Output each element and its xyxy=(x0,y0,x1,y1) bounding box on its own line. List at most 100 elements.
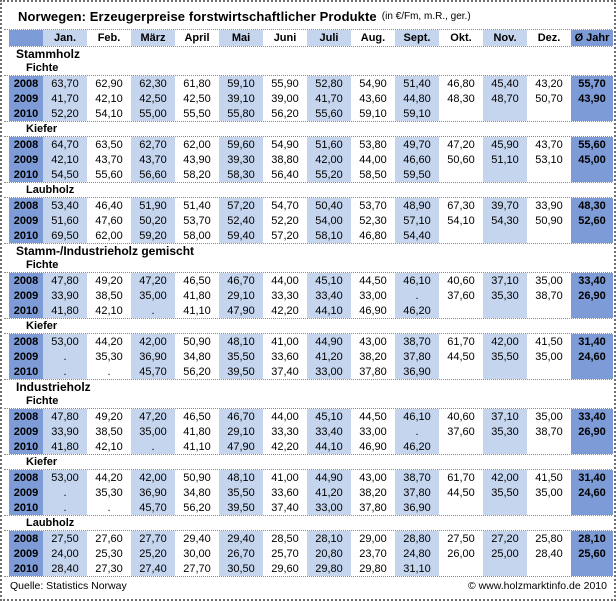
price-cell: 58,30 xyxy=(219,167,263,182)
table-row: 2010 28,40 27,30 27,40 27,70 30,50 29,60 29,80 2… xyxy=(9,561,613,576)
species-label: Kiefer xyxy=(26,320,58,332)
price-cell: 50,60 xyxy=(439,152,483,167)
price-cell: 53,00 xyxy=(43,334,87,349)
price-cell: 41,50 xyxy=(527,470,571,485)
price-cell xyxy=(439,500,483,515)
price-cell: 41,10 xyxy=(175,439,219,454)
price-cell: 43,70 xyxy=(87,152,131,167)
year-cell: 2008 xyxy=(9,409,43,424)
month-column-header: Mai xyxy=(219,30,263,46)
price-cell: 44,00 xyxy=(263,273,307,288)
data-rows-block: 2008 53,00 44,20 42,00 50,90 48,10 41,00 44,90 4… xyxy=(4,469,613,516)
data-rows-block: 2008 53,00 44,20 42,00 50,90 48,10 41,00 44,90 4… xyxy=(4,333,613,380)
price-cell xyxy=(483,167,527,182)
month-column-header: Dez. xyxy=(527,30,571,46)
price-cell xyxy=(483,561,527,576)
avg-cell: 55,60 xyxy=(571,137,613,152)
price-cell: 46,90 xyxy=(351,439,395,454)
price-cell: 31,10 xyxy=(395,561,439,576)
species-label: Laubholz xyxy=(26,184,75,196)
price-cell: 38,70 xyxy=(395,470,439,485)
price-cell: 51,60 xyxy=(307,137,351,152)
price-cell: 29,80 xyxy=(307,561,351,576)
table-row: 2009 41,70 42,10 42,50 42,50 39,10 39,00 41,70 4… xyxy=(9,91,613,106)
price-cell: 35,50 xyxy=(483,485,527,500)
price-cell: 38,80 xyxy=(263,152,307,167)
price-cell: 25,80 xyxy=(527,531,571,546)
price-cell: 58,50 xyxy=(351,167,395,182)
price-cell: 33,00 xyxy=(351,424,395,439)
price-cell: 39,00 xyxy=(263,91,307,106)
price-cell: 41,00 xyxy=(263,470,307,485)
price-cell: 23,70 xyxy=(351,546,395,561)
year-cell: 2010 xyxy=(9,561,43,576)
price-cell: 55,80 xyxy=(219,106,263,121)
price-cell: 41,70 xyxy=(43,91,87,106)
table-row: 2008 53,40 46,40 51,90 51,40 57,20 54,70 50,40 5… xyxy=(9,198,613,213)
month-column-header: April xyxy=(175,30,219,46)
year-cell: 2008 xyxy=(9,198,43,213)
avg-cell: 28,10 xyxy=(571,531,613,546)
price-cell: 57,10 xyxy=(395,213,439,228)
price-cell: 41,80 xyxy=(175,288,219,303)
price-cell: 55,20 xyxy=(307,167,351,182)
price-cell: 58,10 xyxy=(307,228,351,243)
price-cell: 67,30 xyxy=(439,198,483,213)
price-cell: 33,30 xyxy=(263,424,307,439)
price-cell: 24,80 xyxy=(395,546,439,561)
data-rows-block: 2008 53,40 46,40 51,90 51,40 57,20 54,70 50,40 5… xyxy=(4,197,613,244)
price-cell xyxy=(527,303,571,318)
price-cell: 41,80 xyxy=(175,424,219,439)
price-cell: 42,00 xyxy=(483,470,527,485)
price-cell: 44,50 xyxy=(351,409,395,424)
price-cell: 61,80 xyxy=(175,76,219,91)
avg-cell: 24,60 xyxy=(571,349,613,364)
table-row: 2010 41,80 42,10. 41,10 47,90 42,20 44,10 46,90… xyxy=(9,303,613,318)
table-row: 2008 47,80 49,20 47,20 46,50 46,70 44,00 45,10 4… xyxy=(9,273,613,288)
price-cell: 33,40 xyxy=(307,288,351,303)
price-cell: 42,00 xyxy=(131,470,175,485)
species-label: Kiefer xyxy=(26,123,58,135)
price-cell: 35,00 xyxy=(527,409,571,424)
price-cell: 56,20 xyxy=(263,106,307,121)
price-cell: 59,10 xyxy=(219,76,263,91)
year-cell: 2009 xyxy=(9,91,43,106)
year-cell: 2008 xyxy=(9,273,43,288)
source-note: Quelle: Statistics Norway xyxy=(10,580,127,592)
avg-cell: 45,00 xyxy=(571,152,613,167)
price-cell: 35,00 xyxy=(527,349,571,364)
price-cell: 47,20 xyxy=(131,273,175,288)
price-cell: 42,20 xyxy=(263,439,307,454)
month-column-header: Nov. xyxy=(483,30,527,46)
table-row: 2009 51,60 47,60 50,20 53,70 52,40 52,20 54,00 5… xyxy=(9,213,613,228)
section-label: Stammholz xyxy=(16,47,81,61)
price-cell: 57,20 xyxy=(219,198,263,213)
avg-cell: 26,90 xyxy=(571,288,613,303)
price-cell: 41,00 xyxy=(263,334,307,349)
price-cell: 30,00 xyxy=(175,546,219,561)
price-cell: 55,60 xyxy=(307,106,351,121)
table-row: 2010.. 45,70 56,20 39,50 37,40 33,00 37,80 36,9… xyxy=(9,364,613,379)
price-cell: 40,60 xyxy=(439,409,483,424)
price-cell: 54,10 xyxy=(439,213,483,228)
price-cell: 44,50 xyxy=(351,273,395,288)
price-cell: 57,20 xyxy=(263,228,307,243)
price-cell: 54,40 xyxy=(395,228,439,243)
price-cell: 44,50 xyxy=(439,485,483,500)
price-cell: 46,60 xyxy=(395,152,439,167)
price-cell: 45,70 xyxy=(131,364,175,379)
price-cell: . xyxy=(43,485,87,500)
price-cell: 54,90 xyxy=(263,137,307,152)
price-cell: 37,40 xyxy=(263,364,307,379)
species-label: Laubholz xyxy=(26,517,75,529)
price-cell: 38,50 xyxy=(87,288,131,303)
price-cell xyxy=(527,167,571,182)
table-row: 2008 27,50 27,60 27,70 29,40 29,40 28,50 28,10 2… xyxy=(9,531,613,546)
price-cell: 46,80 xyxy=(439,76,483,91)
table-row: 2009. 35,30 36,90 34,80 35,50 33,60 41,20 38,20… xyxy=(9,485,613,500)
avg-cell: 33,40 xyxy=(571,409,613,424)
year-cell: 2010 xyxy=(9,106,43,121)
table-row: 2008 63,70 62,90 62,30 61,80 59,10 55,90 52,80 5… xyxy=(9,76,613,91)
price-cell: 46,50 xyxy=(175,273,219,288)
section-label: Industrieholz xyxy=(16,380,91,394)
